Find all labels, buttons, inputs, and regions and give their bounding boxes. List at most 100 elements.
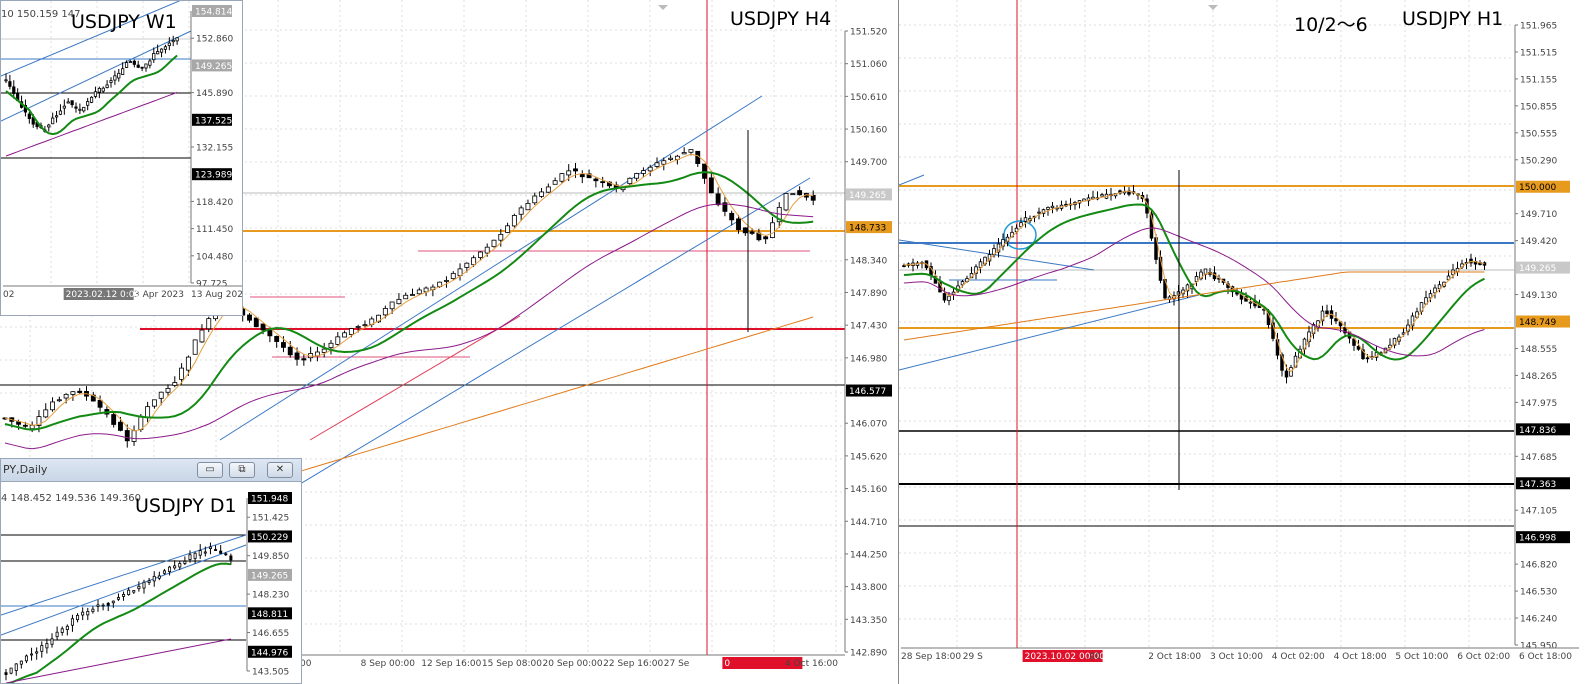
price-label: 149.130 [1520, 291, 1557, 301]
d1-candle-body [208, 546, 212, 549]
d1-candle-body [193, 552, 197, 559]
w1-candle-body [66, 101, 70, 104]
h1-candle-body [1361, 349, 1365, 360]
h4-candle-body [185, 356, 191, 371]
d1-candle-body [40, 645, 44, 652]
h4-candle-body [416, 289, 422, 295]
w1-chart-window[interactable]: 154.814 152.860 149.265 145.890 137.525 132.1… [0, 0, 243, 316]
h1-chart-panel[interactable]: 151.965 151.515 151.155 150.855 150.555 150.2… [898, 0, 1585, 684]
d1-title-bar[interactable]: PY,Daily ▭ ⧉ ✕ [1, 459, 301, 482]
d1-candle-body [178, 563, 182, 568]
price-tag [1516, 315, 1570, 328]
d1-candle-body [55, 631, 59, 638]
w1-candle-body [54, 115, 59, 118]
h1-ma-fast [903, 190, 1485, 373]
time-label: 29 S [963, 652, 983, 662]
h4-ma-fast [4, 153, 814, 432]
h4-candle-body [654, 162, 660, 167]
w1-candle-body [78, 108, 82, 111]
price-label: 143.800 [850, 583, 887, 593]
time-label: 28 Sep 18:00 [901, 652, 961, 662]
price-tag [1516, 423, 1570, 436]
h4-trendline-red [309, 315, 521, 441]
h4-candle-body [70, 391, 76, 395]
minimize-button[interactable]: ▭ [197, 462, 223, 478]
price-label: 150.855 [1520, 102, 1557, 112]
h1-chart[interactable]: 151.965 151.515 151.155 150.855 150.555 150.2… [899, 0, 1585, 684]
price-tag [248, 607, 292, 620]
h4-candle-body [518, 207, 524, 215]
h4-candle-body [477, 251, 483, 258]
d1-info-text: 4 148.452 149.536 149.360 [1, 493, 141, 504]
w1-candle-body [136, 64, 140, 68]
h1-candle-body [1149, 213, 1154, 239]
price-label: 147.430 [850, 322, 887, 332]
d1-candle-body [122, 593, 126, 597]
d1-chart-window[interactable]: PY,Daily ▭ ⧉ ✕ 4 148.452 149.536 149.360… [0, 458, 302, 684]
d1-candle-body [9, 667, 13, 674]
h4-candle-body [484, 246, 490, 254]
h4-candle-body [525, 202, 531, 211]
w1-candle-body [121, 68, 125, 75]
price-tag [248, 492, 292, 504]
d1-candle-body [45, 643, 49, 649]
time-label: 02 [3, 290, 14, 300]
w1-candle-body [8, 81, 12, 87]
price-tag [192, 113, 232, 126]
w1-chart[interactable]: 154.814 152.860 149.265 145.890 137.525 132.1… [1, 1, 243, 316]
w1-candle-body [175, 37, 179, 42]
d1-symbol-label: USDJPY D1 [135, 495, 237, 517]
d1-candle-body [142, 581, 146, 589]
h1-candle-body [947, 295, 951, 302]
price-label: 147.836 [1519, 426, 1556, 436]
h1-candle-body [1019, 222, 1023, 228]
h1-trendline [899, 239, 1095, 271]
price-label: 145.160 [850, 485, 887, 495]
h4-candle-body [491, 239, 497, 248]
h4-candle-body [763, 236, 769, 240]
price-label: 148.265 [1520, 372, 1557, 382]
h4-candle-body [586, 173, 592, 179]
h4-candle-body [634, 173, 640, 179]
d1-trendline [1, 544, 247, 636]
h4-candle-body [647, 166, 653, 172]
d1-candle-body [65, 625, 69, 630]
price-label: 148.340 [850, 256, 887, 266]
w1-candle-body [70, 100, 74, 106]
d1-candle-body [168, 566, 172, 572]
w1-candle-body [4, 79, 8, 82]
d1-candle-body [229, 555, 233, 561]
time-label: 13 Aug 2023 [191, 290, 243, 300]
time-label: 4 Oct 16:00 [785, 659, 838, 669]
close-button[interactable]: ✕ [267, 462, 293, 478]
price-label: 146.577 [849, 387, 886, 397]
w1-candle-body [74, 106, 78, 109]
h4-candle-body [722, 202, 728, 212]
time-label: 2023.02.12 0:00 [66, 290, 141, 300]
w1-trendline [1, 30, 192, 122]
time-marker-label: 2023.10.02 00:00 [1025, 652, 1106, 662]
restore-button[interactable]: ⧉ [229, 462, 255, 478]
h1-candle-body [1023, 217, 1028, 222]
h4-candle-body [355, 326, 361, 328]
h4-candle-body [389, 301, 395, 310]
d1-ma-purple [5, 638, 231, 683]
price-label: 97.725 [196, 280, 228, 290]
h1-ma-green [903, 203, 1485, 361]
d1-candle-body [35, 651, 39, 654]
price-label: 147.685 [1520, 453, 1557, 463]
price-label: 149.850 [252, 552, 289, 562]
h4-candle-body [668, 157, 674, 160]
d1-chart[interactable]: 151.948 151.425 150.229 149.850 149.265 148.2… [1, 483, 301, 683]
price-label: 146.530 [1520, 588, 1557, 598]
h4-candle-body [403, 294, 409, 300]
price-tag [846, 384, 892, 397]
d1-candle-body [96, 604, 100, 607]
price-label: 149.710 [1520, 210, 1557, 220]
time-label: 2 Oct 18:00 [1148, 652, 1201, 662]
d1-candle-body [19, 660, 23, 665]
d1-candle-body [137, 585, 141, 590]
w1-candle-body [101, 87, 105, 92]
h1-candle-body [1433, 287, 1437, 294]
h4-candle-body [328, 342, 334, 348]
